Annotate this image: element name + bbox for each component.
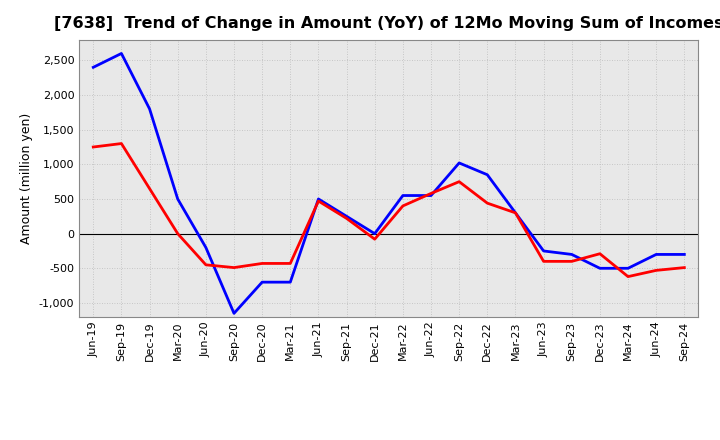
Net Income [202, 262, 210, 268]
Ordinary Income [680, 252, 688, 257]
Ordinary Income [455, 160, 464, 165]
Ordinary Income [174, 196, 182, 202]
Ordinary Income [652, 252, 660, 257]
Title: [7638]  Trend of Change in Amount (YoY) of 12Mo Moving Sum of Incomes: [7638] Trend of Change in Amount (YoY) o… [54, 16, 720, 32]
Ordinary Income [511, 210, 520, 216]
Net Income [258, 261, 266, 266]
Net Income [230, 265, 238, 270]
Net Income [286, 261, 294, 266]
Ordinary Income [258, 279, 266, 285]
Ordinary Income [314, 196, 323, 202]
Ordinary Income [230, 311, 238, 316]
Net Income [174, 231, 182, 236]
Ordinary Income [370, 231, 379, 236]
Net Income [652, 268, 660, 273]
Ordinary Income [539, 248, 548, 253]
Ordinary Income [399, 193, 408, 198]
Ordinary Income [89, 65, 98, 70]
Ordinary Income [483, 172, 492, 177]
Net Income [567, 259, 576, 264]
Net Income [455, 179, 464, 184]
Ordinary Income [117, 51, 126, 56]
Net Income [342, 216, 351, 221]
Net Income [595, 251, 604, 257]
Net Income [399, 203, 408, 209]
Ordinary Income [427, 193, 436, 198]
Ordinary Income [202, 245, 210, 250]
Net Income [511, 210, 520, 216]
Ordinary Income [286, 279, 294, 285]
Net Income [624, 274, 632, 279]
Ordinary Income [342, 214, 351, 219]
Ordinary Income [567, 252, 576, 257]
Net Income [680, 265, 688, 270]
Line: Ordinary Income: Ordinary Income [94, 53, 684, 313]
Net Income [483, 201, 492, 206]
Ordinary Income [145, 106, 154, 111]
Net Income [539, 259, 548, 264]
Net Income [117, 141, 126, 146]
Ordinary Income [595, 266, 604, 271]
Line: Net Income: Net Income [94, 143, 684, 277]
Net Income [427, 191, 436, 196]
Net Income [314, 198, 323, 204]
Y-axis label: Amount (million yen): Amount (million yen) [20, 113, 33, 244]
Net Income [89, 144, 98, 150]
Ordinary Income [624, 266, 632, 271]
Net Income [145, 186, 154, 191]
Net Income [370, 237, 379, 242]
